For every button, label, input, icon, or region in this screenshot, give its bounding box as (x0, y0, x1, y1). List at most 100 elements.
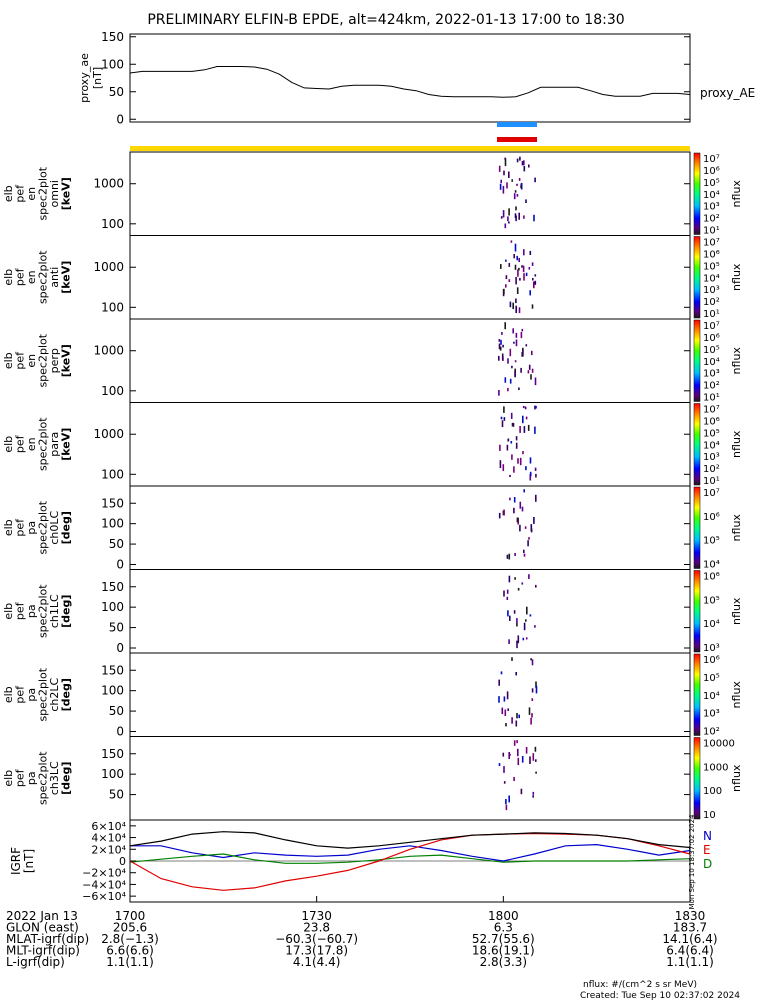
panel-pa-6: 150 100 50 0 elbpefpaspec2plotch2LC[deg] 10⁶ 1… (2, 652, 743, 739)
spectrogram-cell (523, 553, 526, 557)
spectrogram-cell (518, 307, 521, 314)
spectrogram-cell (512, 328, 514, 334)
colorbar-tick-label: 10⁴ (703, 691, 720, 702)
spectrogram-cell (508, 639, 510, 644)
panel-ytick-label: 100 (101, 767, 124, 781)
panel-ytick-label: 150 (101, 747, 124, 761)
panel-ylabel-line: [keV] (60, 344, 73, 377)
colorbar-tick-label: 10¹ (703, 393, 720, 404)
colorbar-tick-label: 10² (703, 297, 720, 308)
spectrogram-cell (500, 264, 502, 269)
spectrogram-cell (523, 249, 525, 256)
spectrogram-cell (513, 740, 516, 746)
spectrogram-cell (508, 553, 511, 560)
panel-ylabel-line: pa (25, 604, 38, 618)
spectrogram-cell (521, 506, 524, 512)
panel-ytick-label: 0 (116, 725, 124, 739)
spectrogram-cell (521, 265, 523, 268)
spectrogram-cell (518, 178, 521, 181)
spectrogram-cell (532, 278, 534, 281)
blue-bar (497, 122, 537, 127)
spectrogram-cell (519, 426, 521, 433)
panel-ylabel-line: [keV] (60, 428, 73, 461)
spectrogram-cell (499, 183, 502, 190)
panel-ylabel-line: pef (14, 434, 27, 453)
spectrogram-cell (513, 193, 516, 200)
spectrogram-cell (516, 183, 518, 186)
colorbar-tick-label: 10³ (703, 452, 720, 463)
colorbar-label: nflux (730, 597, 743, 625)
grf-ytick-label: 6×10⁴ (91, 820, 126, 833)
colorbar-tick-label: 10¹ (703, 476, 720, 487)
spectrogram-cell (503, 590, 505, 597)
grf-legend-entry: E (703, 843, 711, 857)
panel-ylabel: elbpefenspec2plotanti[keV] (2, 250, 73, 304)
panel-ytick-label: 100 (101, 300, 124, 314)
spectrogram-cell (522, 415, 524, 424)
colorbar-tick-label: 10⁴ (703, 619, 720, 630)
spectrogram-cell (530, 717, 532, 725)
spectrogram-cell (511, 422, 514, 427)
spectrogram-cell (520, 332, 523, 339)
spectrogram-cell (535, 473, 537, 478)
spectrogram-cell (513, 341, 515, 344)
spectrogram-cell (502, 344, 504, 348)
spectrogram-cell (531, 713, 533, 718)
footer-row-label: MLT-igrf(dip) (6, 944, 80, 958)
spectrogram-cell (507, 387, 509, 392)
colorbar-label: nflux (730, 347, 743, 375)
spectrogram-cell (528, 267, 531, 270)
grf-series-B (129, 831, 691, 849)
spectrogram-cell (502, 185, 505, 194)
grf-ytick-label: 0 (119, 855, 126, 868)
spectrogram-cell (498, 390, 500, 396)
ae-series-line (129, 66, 691, 98)
spectrogram-cell (516, 517, 519, 523)
grf-ytick-label: −4×10⁴ (82, 878, 126, 891)
spectrogram-cell (515, 436, 518, 441)
spectrogram-cell (514, 553, 516, 556)
spectrogram-cell (503, 509, 505, 516)
spectrogram-cell (503, 696, 506, 702)
panel-ytick-label: 100 (101, 600, 124, 614)
spectrogram-cell (513, 610, 516, 614)
spectrogram-cell (521, 161, 524, 166)
spectrogram-cell (523, 549, 525, 553)
panel-ylabel: elbpefpaspec2plotch0LC[deg] (2, 500, 73, 554)
spectrogram-cell (508, 208, 510, 216)
spectrogram-cell (506, 596, 509, 600)
panel-frame (129, 151, 691, 236)
spectrogram-cell (515, 720, 518, 727)
panel-ylabel-line: [deg] (60, 762, 73, 795)
footer-cell: 4.1(4.4) (293, 955, 341, 969)
ae-ytick-label: 150 (101, 30, 124, 44)
panel-ylabel-line: en (25, 354, 38, 368)
spectrogram-cell (506, 554, 509, 559)
spectrogram-cell (522, 406, 525, 409)
spectrogram-cell (534, 746, 537, 752)
spectrogram-cell (519, 156, 521, 161)
footer-cell: 6.6(6.6) (106, 944, 154, 958)
colorbar-tick-label: 10⁷ (703, 405, 720, 416)
panel-ylabel-line: omni (48, 180, 61, 207)
ae-ytick-label: 0 (116, 112, 124, 126)
panel-ytick-label: 50 (109, 704, 124, 718)
panel-ylabel-line: pef (14, 518, 27, 537)
panel-frame (129, 569, 691, 654)
colorbar-label: nflux (730, 430, 743, 458)
panel-ylabel-line: en (25, 437, 38, 451)
ae-frame (129, 33, 691, 123)
footer-cell: 1.1(1.1) (666, 955, 714, 969)
grf-legend-entry: D (703, 857, 712, 871)
panel-ytick-label: 100 (101, 384, 124, 398)
spectrogram-cell (523, 160, 525, 166)
footer-cell: 1.1(1.1) (106, 955, 154, 969)
colorbar (693, 653, 701, 736)
spectrogram-cell (505, 723, 507, 727)
panel-ylabel-line: pef (14, 267, 27, 286)
yellow-bar (130, 146, 690, 151)
panel-ylabel-line: pa (25, 521, 38, 535)
spectrogram-cell (531, 262, 534, 266)
colorbar-tick-label: 10¹ (703, 309, 720, 320)
panel-pa-7: 150 100 50 elbpefpaspec2plotch3LC[deg] 10000… (2, 736, 743, 821)
